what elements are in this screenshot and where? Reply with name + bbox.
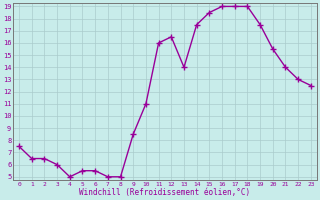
X-axis label: Windchill (Refroidissement éolien,°C): Windchill (Refroidissement éolien,°C) [79,188,251,197]
